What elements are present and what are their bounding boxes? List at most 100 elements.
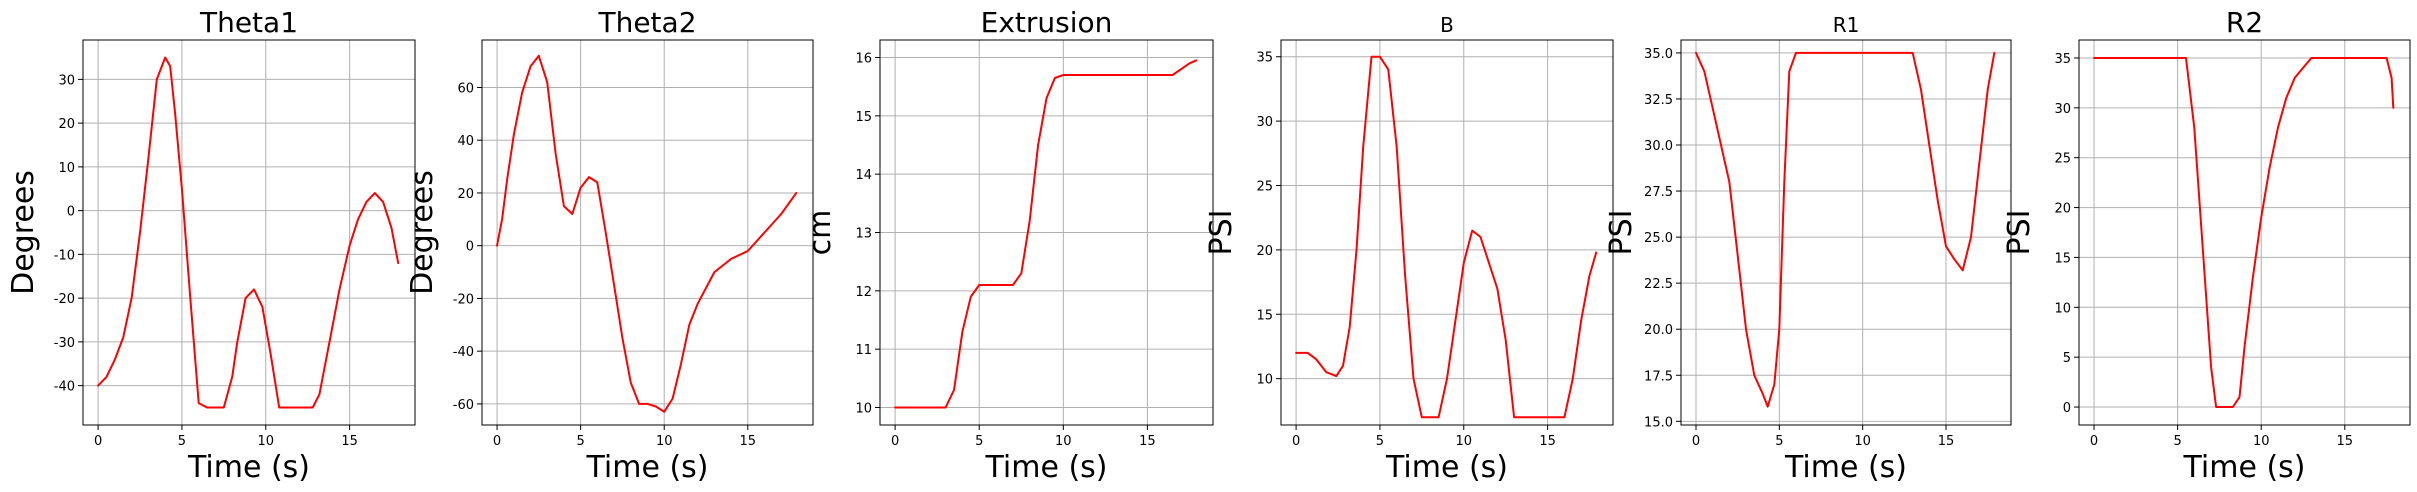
chart-panel: 0 5 10 15 -60 -40 -20 0 20 40 60 Theta2 Time (s) Degr…	[405, 6, 814, 485]
y-axis-label: Degrees	[405, 170, 440, 295]
y-tick-label: 25.0	[1644, 231, 1673, 246]
x-tick-label: 15	[1539, 434, 1556, 449]
x-tick-label: 5	[1376, 434, 1384, 449]
chart-title: R1	[1833, 13, 1860, 37]
y-tick-label: 20	[457, 187, 474, 202]
y-tick-label: 25	[2054, 152, 2071, 167]
y-tick-label: 10	[1256, 373, 1273, 388]
x-tick-label: 10	[1455, 434, 1472, 449]
plot-frame	[1680, 39, 2012, 426]
y-tick-label: 15	[855, 110, 872, 125]
y-tick-label: 32.5	[1644, 93, 1673, 108]
x-axis-label: Time (s)	[2183, 450, 2306, 485]
y-tick-label: 15	[1256, 308, 1273, 323]
y-tick-label: 25	[1256, 180, 1273, 195]
y-tick-label: 20	[1256, 244, 1273, 259]
plot-frame	[1280, 39, 1614, 426]
y-tick-label: -40	[453, 345, 474, 360]
x-tick-label: 0	[1292, 434, 1300, 449]
y-tick-label: 13	[855, 227, 872, 242]
y-tick-label: 30	[1256, 115, 1273, 130]
y-tick-label: 30	[2054, 102, 2071, 117]
y-tick-label: 20	[58, 117, 75, 132]
y-tick-label: 15.0	[1644, 415, 1673, 430]
chart-title: B	[1440, 13, 1454, 37]
x-tick-label: 0	[891, 434, 899, 449]
y-tick-label: 12	[855, 285, 872, 300]
y-tick-label: 35	[2054, 52, 2071, 67]
x-tick-label: 10	[2253, 434, 2270, 449]
y-tick-label: 10	[58, 161, 75, 176]
x-tick-label: 10	[656, 434, 673, 449]
y-tick-label: 16	[855, 52, 872, 67]
x-tick-label: 10	[1055, 434, 1072, 449]
x-tick-label: 15	[1139, 434, 1156, 449]
y-tick-label: -60	[453, 398, 474, 413]
chart-title: Extrusion	[981, 6, 1113, 39]
y-axis-label: PSI	[1604, 210, 1639, 256]
y-tick-label: 20	[2054, 202, 2071, 217]
y-tick-label: 14	[855, 168, 872, 183]
y-tick-label: 20.0	[1644, 323, 1673, 338]
plot-area	[83, 40, 415, 425]
y-tick-label: -20	[54, 292, 75, 307]
series-line	[1695, 51, 1996, 408]
x-tick-label: 5	[1775, 434, 1783, 449]
chart-panel: 0 5 10 15 10 11 12 13 14 15 16 Extrusion Time (s) cm	[803, 6, 1214, 485]
plot-area	[482, 40, 813, 425]
x-tick-label: 15	[1938, 434, 1955, 449]
x-axis-label: Time (s)	[586, 450, 709, 485]
x-tick-label: 10	[1854, 434, 1871, 449]
y-tick-label: 40	[457, 134, 474, 149]
plot-frame	[481, 39, 814, 426]
y-tick-label: 0	[67, 205, 75, 220]
series-line	[894, 59, 1198, 409]
x-tick-label: 0	[2090, 434, 2098, 449]
x-axis-label: Time (s)	[1385, 450, 1508, 485]
y-tick-label: 30.0	[1644, 139, 1673, 154]
y-tick-label: 35.0	[1644, 47, 1673, 62]
y-tick-label: 0	[2063, 401, 2071, 416]
chart-title: Theta2	[597, 6, 696, 39]
y-tick-label: 22.5	[1644, 277, 1673, 292]
x-tick-label: 0	[1692, 434, 1700, 449]
x-tick-label: 0	[493, 434, 501, 449]
x-tick-label: 15	[341, 434, 358, 449]
x-tick-label: 5	[178, 434, 186, 449]
x-tick-label: 5	[2173, 434, 2181, 449]
y-tick-label: -10	[54, 248, 75, 263]
chart-title: Theta1	[199, 6, 298, 39]
plot-area	[2079, 40, 2410, 425]
y-tick-label: -40	[54, 380, 75, 395]
y-tick-label: 35	[1256, 51, 1273, 66]
x-axis-label: Time (s)	[985, 450, 1108, 485]
y-tick-label: -30	[54, 336, 75, 351]
x-axis-label: Time (s)	[1784, 450, 1907, 485]
y-axis-label: PSI	[1204, 210, 1239, 256]
chart-panel: 0 5 10 15 0 5 10 15 20 25 30 35 R2 Time (s) PSI	[2002, 6, 2411, 485]
x-tick-label: 15	[2337, 434, 2354, 449]
plot-area	[1281, 40, 1613, 425]
y-axis-label: PSI	[2002, 210, 2037, 256]
y-tick-label: 15	[2054, 251, 2071, 266]
series-line	[496, 54, 798, 413]
y-tick-label: 5	[2063, 351, 2071, 366]
y-tick-label: 60	[457, 81, 474, 96]
plot-frame	[2078, 39, 2411, 426]
x-tick-label: 5	[975, 434, 983, 449]
y-tick-label: 0	[466, 240, 474, 255]
series-line	[2093, 57, 2395, 408]
x-tick-label: 0	[94, 434, 102, 449]
plot-frame	[82, 39, 416, 426]
y-axis-label: Degrees	[6, 170, 41, 295]
plot-frame	[879, 39, 1214, 426]
x-tick-label: 15	[740, 434, 757, 449]
x-tick-label: 5	[576, 434, 584, 449]
y-tick-label: 11	[855, 343, 872, 358]
series-line	[1295, 55, 1598, 419]
y-tick-label: 17.5	[1644, 369, 1673, 384]
y-axis-label: cm	[803, 210, 838, 256]
y-tick-label: 27.5	[1644, 185, 1673, 200]
y-tick-label: 10	[2054, 301, 2071, 316]
